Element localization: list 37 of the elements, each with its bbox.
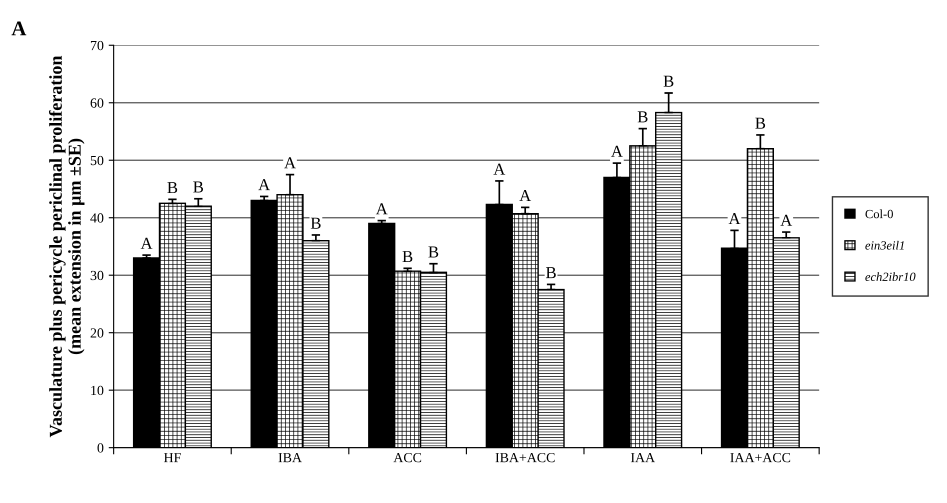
legend-label: Col-0: [865, 209, 893, 218]
data-label: A: [728, 213, 740, 224]
y-tick-label: 70: [90, 40, 104, 50]
x-tick-label: ACC: [393, 452, 422, 462]
data-label: A: [376, 203, 388, 214]
legend-label: ein3eil1: [865, 240, 904, 250]
data-label: A: [493, 164, 506, 175]
data-label: B: [167, 182, 178, 194]
data-label: A: [284, 157, 296, 168]
x-tick-label: IAA+ACC: [730, 452, 790, 462]
data-label: A: [258, 179, 270, 190]
x-tick-label: IAA: [630, 453, 656, 462]
y-tick-label: 0: [98, 443, 104, 453]
y-tick-label: 30: [90, 270, 104, 280]
data-label: B: [638, 111, 648, 122]
data-label: B: [402, 251, 412, 262]
data-label: B: [664, 76, 674, 87]
data-label: B: [755, 118, 766, 129]
x-tick-label: IBA+ACC: [496, 452, 555, 462]
y-tick-label: 40: [90, 213, 104, 223]
data-label: B: [310, 218, 321, 229]
x-tick-label: IBA: [278, 453, 302, 462]
y-tick-label: 10: [91, 386, 104, 396]
data-label: A: [140, 238, 152, 249]
legend-label: ech2ibr10: [865, 272, 916, 282]
data-label: A: [611, 146, 623, 157]
y-tick-label: 60: [90, 98, 104, 108]
y-axis-title: Vasculature plus pericycle periclinal proliferation (mean extension in µm ±SE): [48, 56, 84, 438]
data-label: A: [780, 214, 792, 226]
data-label: B: [428, 246, 438, 258]
text: A: [12, 21, 26, 36]
data-label: B: [546, 267, 556, 278]
data-label: B: [193, 182, 204, 192]
y-tick-label: 50: [90, 156, 104, 166]
x-tick-label: HF: [164, 453, 181, 462]
data-label: A: [519, 190, 532, 202]
y-tick-label: 20: [90, 328, 104, 338]
